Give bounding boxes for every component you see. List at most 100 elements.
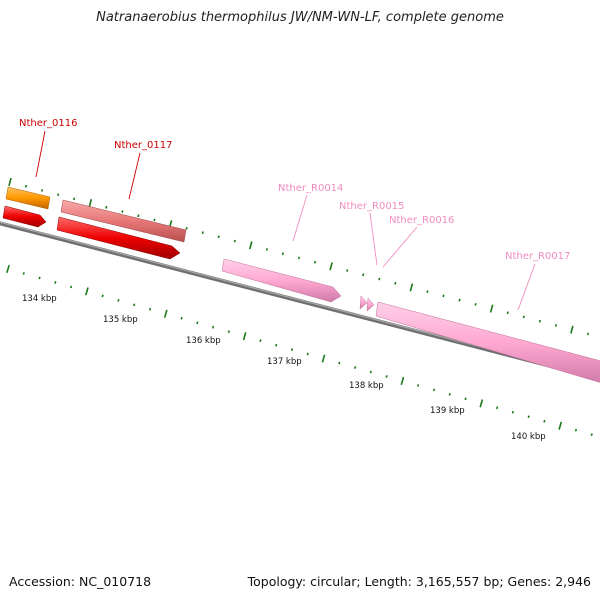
lower-tick-track	[6, 264, 593, 437]
lower-tick-mark	[85, 287, 89, 296]
ruler-label-134: 134 kbp	[22, 294, 57, 304]
lower-tick-mark	[590, 433, 593, 437]
ruler-labels: 134 kbp 135 kbp 136 kbp 137 kbp 138 kbp …	[22, 294, 546, 442]
lower-tick-mark	[338, 361, 341, 365]
upper-tick-mark	[137, 214, 140, 218]
upper-tick-mark	[426, 290, 429, 294]
ruler-label-135: 135 kbp	[103, 315, 138, 325]
lower-tick-mark	[558, 421, 563, 430]
lower-tick-mark	[432, 388, 436, 392]
upper-tick-mark	[297, 256, 301, 260]
upper-tick-mark	[442, 294, 445, 298]
upper-tick-mark	[586, 332, 590, 336]
gene-Nther_0117[interactable]	[56, 199, 187, 260]
lower-tick-mark	[321, 354, 326, 363]
lower-tick-mark	[163, 309, 168, 318]
lower-tick-mark	[242, 332, 247, 341]
map-title: Natranaerobius thermophilus JW/NM-WN-LF,…	[96, 10, 504, 25]
lower-tick-mark	[306, 352, 309, 356]
gene-Nther_R0015[interactable]	[359, 295, 368, 310]
upper-tick-mark	[538, 319, 541, 323]
gene-label-Nther_0117: Nther_0117	[114, 140, 172, 151]
gene-Nther_R0017[interactable]	[375, 301, 600, 384]
lower-tick-mark	[180, 316, 183, 320]
upper-tick-mark	[265, 248, 268, 251]
upper-tick-mark	[41, 189, 44, 192]
lower-tick-mark	[22, 272, 25, 275]
upper-tick-mark	[105, 205, 108, 209]
lower-tick-mark	[6, 264, 10, 274]
gene-Nther_R0014[interactable]	[221, 258, 342, 303]
lower-tick-mark	[101, 294, 104, 298]
lower-tick-mark	[54, 281, 57, 284]
lower-tick-mark	[275, 343, 278, 347]
upper-tick-mark	[73, 197, 76, 201]
lower-tick-mark	[400, 376, 405, 386]
ruler-label-137: 137 kbp	[267, 357, 302, 367]
ruler-label-139: 139 kbp	[430, 406, 465, 416]
lower-tick-mark	[464, 397, 467, 401]
lower-tick-mark	[574, 428, 578, 432]
upper-tick-mark	[281, 252, 284, 256]
upper-tick-mark	[474, 302, 477, 306]
upper-tick-mark	[409, 283, 414, 292]
upper-tick-mark	[506, 311, 509, 315]
topology-stats-text: Topology: circular; Length: 3,165,557 bp…	[247, 574, 591, 589]
lower-tick-mark	[385, 375, 388, 378]
lower-tick-mark	[448, 392, 451, 396]
gene-label-Nther_0116: Nther_0116	[19, 118, 77, 129]
upper-tick-mark	[458, 298, 461, 302]
lower-tick-mark	[259, 339, 262, 343]
upper-tick-mark	[88, 199, 93, 208]
lower-tick-mark	[543, 419, 546, 423]
lower-tick-mark	[196, 321, 199, 325]
upper-tick-mark	[233, 239, 236, 243]
lower-tick-mark	[527, 415, 530, 419]
upper-tick-mark	[153, 218, 156, 222]
upper-tick-mark	[217, 235, 220, 239]
upper-tick-mark	[313, 260, 317, 264]
gene-Nther_R0016[interactable]	[366, 297, 375, 312]
upper-tick-mark	[329, 262, 333, 271]
lower-tick-mark	[133, 303, 136, 307]
lower-tick-mark	[148, 307, 152, 311]
ruler-label-136: 136 kbp	[186, 336, 221, 346]
lower-tick-mark	[227, 330, 230, 334]
upper-tick-mark	[57, 193, 60, 197]
gene-label-Nther_R0017: Nther_R0017	[505, 251, 570, 262]
callout-lines	[35, 130, 536, 311]
upper-tick-track	[8, 177, 590, 336]
upper-tick-mark	[185, 227, 188, 230]
lower-tick-mark	[511, 410, 514, 414]
lower-tick-mark	[290, 348, 294, 351]
lower-tick-mark	[38, 276, 41, 280]
lower-tick-mark	[479, 399, 484, 408]
lower-tick-mark	[496, 406, 499, 410]
ruler-label-138: 138 kbp	[349, 381, 384, 391]
upper-tick-mark	[362, 273, 365, 277]
ruler-label-140: 140 kbp	[511, 432, 546, 442]
upper-tick-mark	[570, 325, 574, 334]
upper-tick-mark	[394, 281, 397, 285]
upper-tick-mark	[554, 324, 557, 327]
lower-tick-mark	[354, 366, 357, 369]
gene-label-Nther_R0016: Nther_R0016	[389, 215, 454, 226]
gene-label-Nther_R0015: Nther_R0015	[339, 201, 404, 212]
upper-tick-mark	[121, 210, 124, 213]
upper-tick-mark	[378, 277, 381, 281]
gene-Nther_0116[interactable]	[2, 186, 51, 228]
lower-tick-mark	[70, 285, 73, 289]
upper-tick-mark	[346, 269, 349, 272]
upper-tick-mark	[249, 241, 253, 250]
upper-tick-mark	[201, 231, 204, 235]
upper-tick-mark	[25, 184, 28, 188]
lower-tick-mark	[117, 298, 120, 302]
lower-tick-mark	[212, 325, 215, 329]
upper-tick-mark	[522, 315, 525, 319]
gene-labels: Nther_0116 Nther_0117 Nther_R0014 Nther_…	[19, 118, 570, 262]
gene-label-Nther_R0014: Nther_R0014	[278, 183, 343, 194]
accession-text: Accession: NC_010718	[9, 574, 152, 589]
lower-tick-mark	[369, 370, 372, 374]
